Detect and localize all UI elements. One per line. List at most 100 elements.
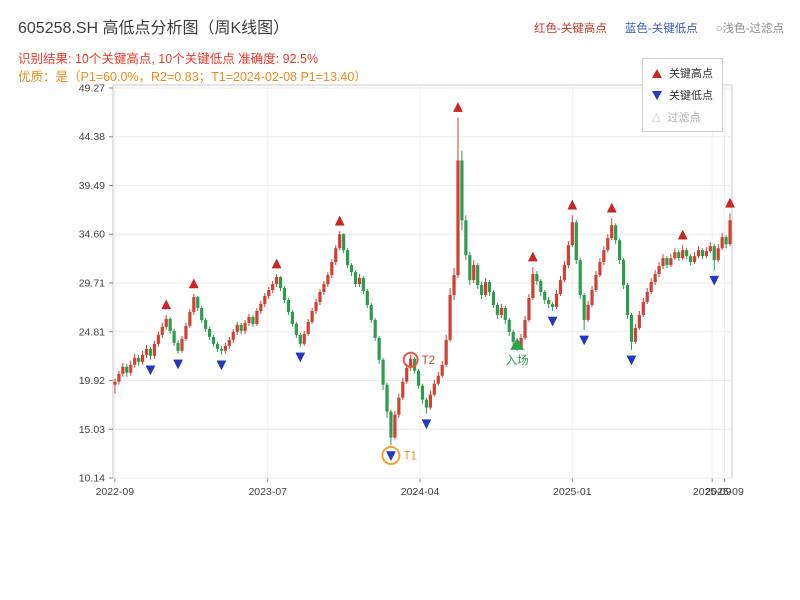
candle-body: [373, 319, 377, 338]
chart-legend-box: 关键高点 关键低点 △ 过滤点: [642, 58, 723, 132]
candle-body: [480, 285, 484, 296]
key-low-marker: [145, 365, 156, 376]
key-low-marker: [547, 316, 558, 327]
candle-body: [129, 364, 133, 373]
candle-body: [338, 234, 342, 249]
key-high-marker: [453, 102, 463, 112]
quality-result-text: 优质：是（P1=60.0%，R2=0.83；T1=2024-02-08 P1=1…: [18, 70, 367, 84]
candle-body: [606, 238, 610, 251]
candle-body: [543, 292, 547, 300]
candle-body: [712, 246, 716, 261]
candle-body: [172, 330, 176, 343]
candle-body: [121, 366, 125, 374]
candle-body: [345, 250, 350, 266]
y-tick-label: 44.38: [79, 131, 105, 143]
candle-body: [310, 310, 314, 322]
candle-body: [487, 282, 492, 293]
candle-body: [424, 399, 429, 408]
candle-body: [330, 262, 334, 276]
key-high-marker: [725, 197, 735, 208]
x-tick-label: 2024-04: [401, 486, 440, 498]
candle-body: [464, 220, 468, 256]
candle-body: [227, 339, 231, 346]
candle-body: [519, 337, 523, 348]
key-high-marker: [528, 251, 538, 262]
candle-body: [298, 334, 302, 344]
candle-body: [113, 381, 117, 385]
candle-body: [314, 301, 318, 311]
y-tick-label: 15.03: [79, 424, 105, 436]
candle-body: [476, 265, 480, 286]
candle-body: [389, 411, 393, 438]
legend-filtered-label: ○浅色-过滤点: [715, 23, 784, 35]
key-high-marker: [189, 278, 199, 289]
key-low-marker: [295, 352, 306, 363]
annotation-label-T1: T1: [403, 450, 416, 462]
top-legend: 红色-关键高点 蓝色-关键低点 ○浅色-过滤点: [534, 20, 784, 36]
candle-body: [724, 237, 728, 245]
candle-body: [472, 265, 476, 281]
candle-body: [637, 314, 641, 328]
legend-key-high-label: 红色-关键高点: [534, 23, 607, 35]
candle-body: [278, 277, 283, 289]
candle-body: [219, 348, 224, 351]
key-high-marker: [677, 229, 688, 240]
page-title: 605258.SH 高低点分析图（周K线图）: [18, 20, 290, 37]
candle-body: [432, 383, 436, 395]
x-tick-label: 2025-09: [693, 486, 732, 498]
candle-body: [290, 311, 294, 324]
candle-body: [397, 397, 401, 415]
candle-body: [247, 316, 251, 323]
candle-body: [657, 266, 661, 275]
candle-body: [223, 345, 227, 351]
candle-body: [590, 290, 594, 305]
x-tick-label: 2025-09: [705, 486, 744, 498]
candle-body: [263, 296, 267, 304]
key-high-marker: [606, 202, 617, 213]
candle-body: [148, 348, 153, 356]
y-tick-label: 29.71: [79, 277, 105, 289]
candle-body: [598, 262, 602, 276]
candle-body: [436, 375, 440, 384]
key-high-marker: [161, 299, 172, 310]
candle-body: [349, 265, 354, 273]
candle-body: [689, 256, 693, 263]
candle-body: [271, 284, 275, 291]
candle-body: [527, 298, 531, 320]
candle-body: [152, 343, 156, 356]
candle-body: [574, 222, 578, 261]
candle-body: [594, 275, 598, 291]
candlestick-series: [113, 117, 732, 446]
y-tick-label: 24.81: [79, 326, 105, 338]
recognition-result-text: 识别结果: 10个关键高点, 10个关键低点 准确度: 92.5%: [18, 52, 319, 66]
candle-body: [460, 160, 464, 221]
candle-body: [369, 304, 373, 320]
y-tick-label: 34.60: [79, 229, 105, 241]
candle-body: [554, 294, 559, 307]
candle-body: [259, 303, 263, 311]
candle-body: [582, 295, 586, 320]
entry-marker: [510, 337, 525, 350]
candle-body: [677, 252, 681, 259]
candle-body: [511, 331, 515, 342]
candle-body: [696, 250, 701, 257]
plot-border: [112, 84, 733, 479]
candle-body: [196, 297, 200, 308]
y-tick-label: 10.14: [79, 473, 105, 485]
triangle-down-icon: [652, 90, 662, 100]
candle-body: [318, 292, 322, 302]
candle-body: [483, 282, 488, 296]
key-high-marker: [334, 215, 345, 226]
candle-body: [306, 321, 310, 334]
candle-body: [558, 280, 563, 295]
candle-body: [231, 331, 235, 340]
triangle-up-icon: [652, 68, 662, 78]
candle-body: [326, 275, 330, 285]
candle-body: [535, 274, 539, 282]
candle-body: [200, 307, 204, 320]
candle-body: [133, 357, 137, 365]
candle-body: [267, 290, 271, 297]
candle-body: [456, 160, 460, 276]
candle-body: [168, 318, 172, 331]
